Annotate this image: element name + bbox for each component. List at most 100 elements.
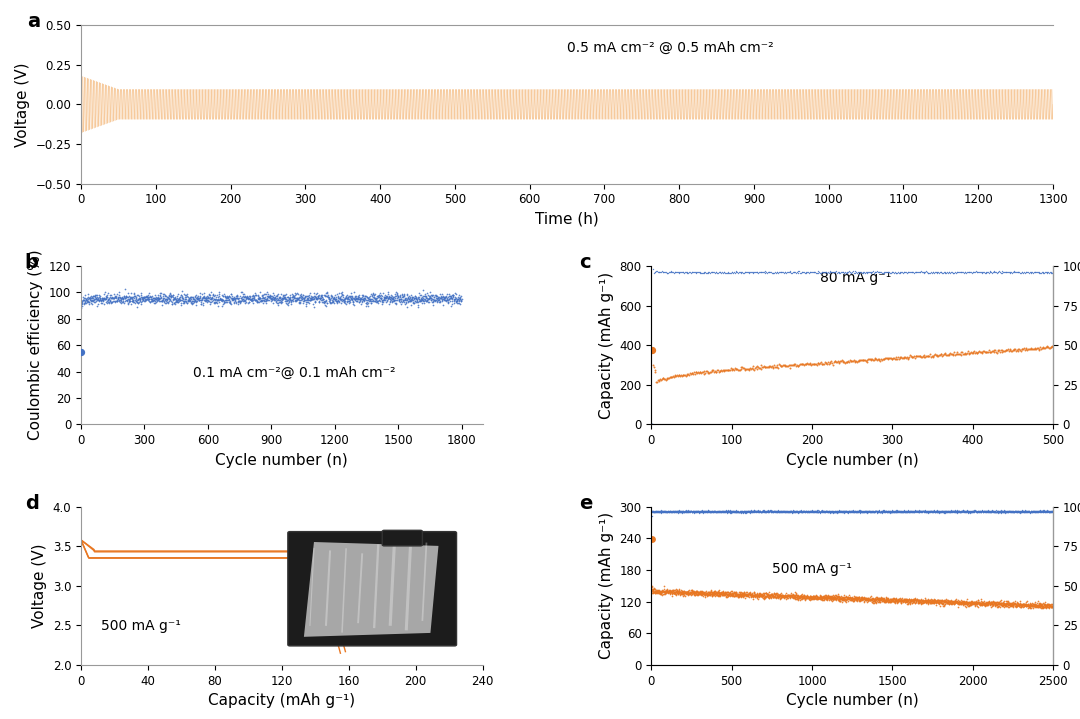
Point [813, 591, 831, 603]
Point [694, 587, 712, 598]
Point [819, 506, 836, 518]
Point [1002, 600, 1020, 612]
Point [352, 293, 369, 305]
Point [1043, 598, 1061, 610]
Point [843, 355, 861, 367]
Point [924, 597, 942, 608]
Point [429, 293, 446, 304]
Point [766, 506, 783, 518]
Point [978, 599, 996, 610]
Point [662, 506, 679, 518]
Point [87, 289, 105, 301]
Point [1015, 342, 1032, 354]
Point [973, 599, 990, 610]
Point [678, 506, 696, 518]
Point [933, 350, 950, 362]
Point [932, 505, 949, 517]
Point [941, 266, 958, 278]
Point [806, 590, 823, 602]
Point [791, 591, 808, 603]
Point [921, 505, 939, 517]
Point [691, 505, 708, 517]
Point [122, 293, 139, 305]
Point [170, 288, 187, 300]
Point [1035, 602, 1052, 613]
Point [872, 506, 889, 518]
Point [807, 505, 824, 517]
Point [233, 291, 251, 303]
Point [778, 591, 795, 603]
Point [908, 505, 926, 517]
Point [645, 587, 662, 598]
Point [1029, 600, 1047, 612]
Point [960, 600, 977, 611]
Point [1043, 600, 1061, 612]
Point [356, 293, 374, 305]
Point [661, 584, 678, 595]
Point [657, 587, 674, 599]
Point [1001, 599, 1018, 610]
Point [826, 505, 843, 517]
Point [741, 587, 758, 599]
Point [945, 506, 962, 518]
Point [399, 294, 416, 306]
Point [974, 505, 991, 517]
Point [882, 595, 900, 606]
Point [130, 297, 147, 308]
Point [288, 295, 306, 306]
Point [886, 592, 903, 603]
Point [1043, 505, 1061, 517]
Point [986, 506, 1003, 518]
Point [138, 293, 156, 305]
Point [989, 344, 1007, 356]
Point [694, 505, 712, 516]
Point [819, 592, 836, 603]
Point [1040, 600, 1057, 611]
Point [728, 505, 745, 517]
Point [760, 505, 778, 517]
Point [724, 506, 741, 518]
Point [448, 294, 465, 306]
Point [967, 506, 984, 518]
Point [691, 587, 708, 599]
Point [443, 298, 460, 309]
Point [958, 505, 975, 516]
Point [859, 354, 876, 366]
Point [95, 293, 112, 305]
Point [140, 293, 158, 304]
Point [864, 594, 881, 605]
Point [853, 506, 870, 518]
Point [852, 594, 869, 605]
Point [917, 352, 934, 363]
Point [976, 597, 994, 609]
Point [146, 294, 163, 306]
Point [659, 267, 676, 278]
Point [876, 507, 893, 518]
Point [256, 293, 273, 305]
Point [698, 506, 715, 518]
Point [948, 347, 966, 358]
Point [706, 589, 724, 600]
Point [959, 505, 976, 517]
Point [383, 296, 401, 308]
Point [734, 589, 752, 600]
Point [356, 292, 374, 303]
Point [739, 506, 756, 518]
Point [242, 293, 259, 305]
Point [845, 505, 862, 517]
Point [686, 505, 703, 517]
Point [824, 591, 841, 603]
Point [962, 347, 980, 358]
Point [407, 296, 424, 307]
Point [907, 595, 924, 606]
Point [686, 506, 703, 518]
Point [384, 296, 402, 307]
Point [201, 289, 218, 301]
Point [935, 349, 953, 360]
Point [727, 267, 744, 278]
Point [1017, 598, 1035, 610]
Point [657, 585, 674, 597]
Point [305, 293, 322, 304]
Point [179, 296, 197, 307]
Point [832, 595, 849, 606]
